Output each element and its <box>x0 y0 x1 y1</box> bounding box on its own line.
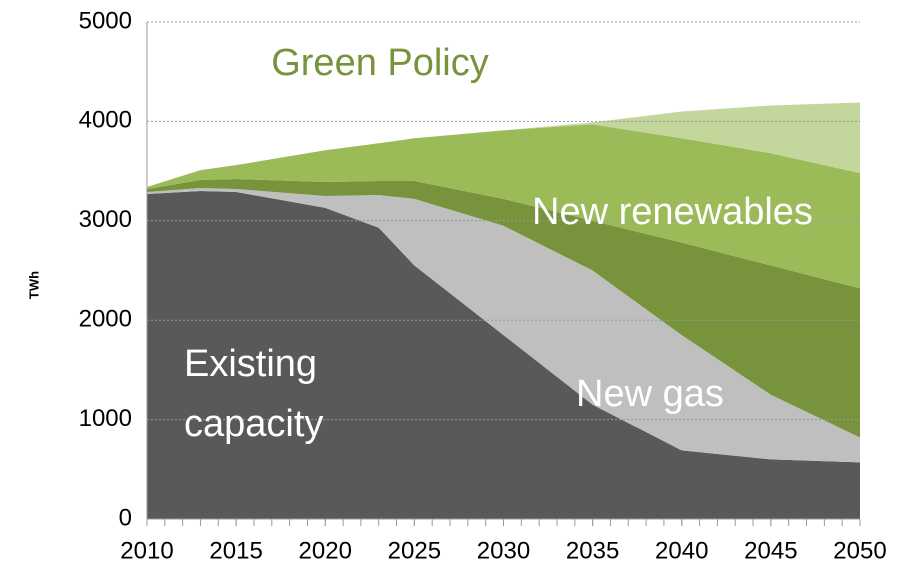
area-label: Existing capacity <box>184 343 324 445</box>
x-tick-label: 2035 <box>566 537 619 564</box>
x-tick-label: 2045 <box>744 537 797 564</box>
area <box>147 124 860 289</box>
y-axis-label: TWh <box>26 271 41 299</box>
area <box>147 190 860 520</box>
area <box>147 179 860 438</box>
y-tick-label: 0 <box>119 504 132 531</box>
x-tick-label: 2040 <box>655 537 708 564</box>
x-tick-label: 2020 <box>299 537 352 564</box>
areas <box>147 102 860 520</box>
area-label: New gas <box>576 373 724 415</box>
y-tick-label: 4000 <box>79 107 132 134</box>
area <box>147 187 860 463</box>
x-tick-label: 2050 <box>833 537 886 564</box>
y-tick-label: 2000 <box>79 306 132 333</box>
y-tick-label: 1000 <box>79 405 132 432</box>
area <box>147 102 860 188</box>
y-tick-label: 5000 <box>79 7 132 34</box>
y-tick-label: 3000 <box>79 206 132 233</box>
chart-title: Green Policy <box>271 42 489 84</box>
x-tick-label: 2025 <box>388 537 441 564</box>
area-label: New renewables <box>532 191 813 233</box>
x-tick-label: 2030 <box>477 537 530 564</box>
x-tick-label: 2010 <box>120 537 173 564</box>
x-tick-label: 2015 <box>209 537 262 564</box>
